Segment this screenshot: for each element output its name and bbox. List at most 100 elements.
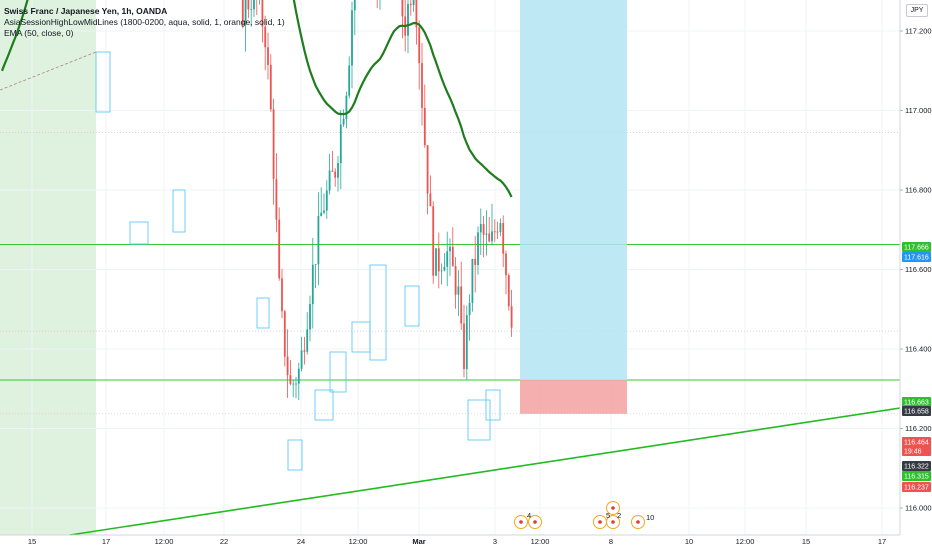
x-tick-label-10: 10 xyxy=(685,537,693,546)
session-box-8 xyxy=(369,264,387,361)
candle-body-159 xyxy=(446,251,449,267)
x-tick-label-3: 22 xyxy=(220,537,228,546)
candle-body-179 xyxy=(502,223,505,254)
y-tick-label-0: 116.000 xyxy=(905,504,932,513)
price-badge-0 xyxy=(902,242,931,252)
candle-body-108 xyxy=(303,350,306,352)
candle-body-158 xyxy=(443,266,446,271)
candle-body-143 xyxy=(401,0,404,17)
session-box-7 xyxy=(351,321,371,353)
candle-body-153 xyxy=(429,193,432,207)
stop-zone xyxy=(520,380,627,414)
candle-body-110 xyxy=(309,304,311,330)
candle-body-105 xyxy=(295,383,297,385)
price-badge-4 xyxy=(902,437,931,447)
candle-body-164 xyxy=(460,286,463,324)
candle-body-116 xyxy=(325,190,328,211)
candle-body-154 xyxy=(432,206,435,276)
session-box-11 xyxy=(485,389,501,421)
price-axis-bg xyxy=(900,0,932,550)
event-count-2: 2 xyxy=(617,511,621,520)
candle-body-152 xyxy=(426,145,429,194)
price-badge-1 xyxy=(902,252,931,262)
candle-body-165 xyxy=(463,323,465,370)
session-box-4 xyxy=(287,439,303,471)
candle-body-103 xyxy=(289,375,292,384)
event-markers: 4 5 2 10 xyxy=(514,501,654,529)
event-dot-0 xyxy=(519,520,523,524)
candle-body-166 xyxy=(465,315,468,370)
event-dot-4 xyxy=(611,506,615,510)
x-tick-label-5: 12:00 xyxy=(349,537,368,546)
candle-body-89 xyxy=(250,9,253,11)
price-badges: 117.666 117.616 116.663 116.658 116.464 19:46… xyxy=(902,242,931,492)
candle-body-145 xyxy=(407,3,409,36)
event-dot-2 xyxy=(598,520,602,524)
x-tick-label-4: 24 xyxy=(297,537,305,546)
indicator-asia-session: AsiaSessionHighLowMidLines (1800-0200, a… xyxy=(4,17,285,27)
session-box-2 xyxy=(172,189,186,233)
candle-body-170 xyxy=(477,232,479,266)
trend-line xyxy=(69,407,901,536)
event-count-1: 5 xyxy=(606,511,610,520)
x-tick-label-11: 12:00 xyxy=(736,537,755,546)
currency-button[interactable]: JPY xyxy=(906,4,928,17)
chart-legend: Swiss Franc / Japanese Yen, 1h, OANDA As… xyxy=(4,6,285,39)
price-badge-5 xyxy=(902,446,931,456)
x-tick-label-9: 8 xyxy=(609,537,613,546)
candle-body-160 xyxy=(449,246,451,252)
candle-body-122 xyxy=(342,119,345,125)
candle-body-174 xyxy=(488,233,491,242)
session-box-5 xyxy=(314,389,334,421)
session-box-1 xyxy=(129,221,149,245)
candle-body-172 xyxy=(482,224,485,235)
x-tick-label-0: 15 xyxy=(28,537,36,546)
candle-body-112 xyxy=(314,264,317,265)
candle-body-124 xyxy=(348,65,351,96)
session-box-9 xyxy=(404,285,420,327)
candle-body-119 xyxy=(334,171,337,178)
price-badge-label-7: 116.315 xyxy=(904,474,929,481)
y-tick-label-4: 116.800 xyxy=(905,186,932,195)
candle-body-88 xyxy=(247,0,250,10)
trend-line xyxy=(0,51,901,536)
candle-body-98 xyxy=(275,178,278,220)
candle-body-87 xyxy=(244,0,247,25)
price-badge-2 xyxy=(902,397,931,407)
price-badge-label-8: 116.237 xyxy=(904,485,929,492)
price-badge-8 xyxy=(902,482,931,492)
candle-body-167 xyxy=(468,302,471,316)
candle-body-126 xyxy=(353,0,356,11)
candle-body-148 xyxy=(415,0,418,28)
session-box-6 xyxy=(329,351,347,393)
session-zones xyxy=(0,0,96,535)
candle-body-162 xyxy=(454,266,457,295)
candle-body-182 xyxy=(510,306,513,328)
candle-body-181 xyxy=(507,275,510,307)
event-dot-1 xyxy=(533,520,537,524)
candle-body-123 xyxy=(345,95,348,120)
price-badge-label-6: 116.322 xyxy=(904,464,929,471)
x-tick-label-2: 12:00 xyxy=(155,537,174,546)
y-tick-label-5: 117.000 xyxy=(905,106,932,115)
candle-body-101 xyxy=(283,311,286,357)
x-tick-label-8: 12:00 xyxy=(531,537,550,546)
candle-body-175 xyxy=(491,231,493,242)
candle-body-120 xyxy=(337,163,339,178)
candle-body-94 xyxy=(264,26,267,48)
indicator-ema: EMA (50, close, 0) xyxy=(4,28,74,38)
price-badge-label-3: 116.658 xyxy=(904,409,929,416)
candle-body-99 xyxy=(278,219,281,279)
candle-body-155 xyxy=(435,248,437,276)
x-tick-label-1: 17 xyxy=(102,537,110,546)
price-badge-label-5: 19:46 xyxy=(904,449,922,456)
candle-body-180 xyxy=(505,253,507,276)
candle-body-163 xyxy=(457,286,460,295)
candle-body-173 xyxy=(485,233,488,235)
event-count-0: 4 xyxy=(527,511,531,520)
session-boxes xyxy=(95,51,501,471)
candle-body-115 xyxy=(323,210,325,213)
candle-body-97 xyxy=(272,109,275,179)
x-tick-label-13: 17 xyxy=(878,537,886,546)
